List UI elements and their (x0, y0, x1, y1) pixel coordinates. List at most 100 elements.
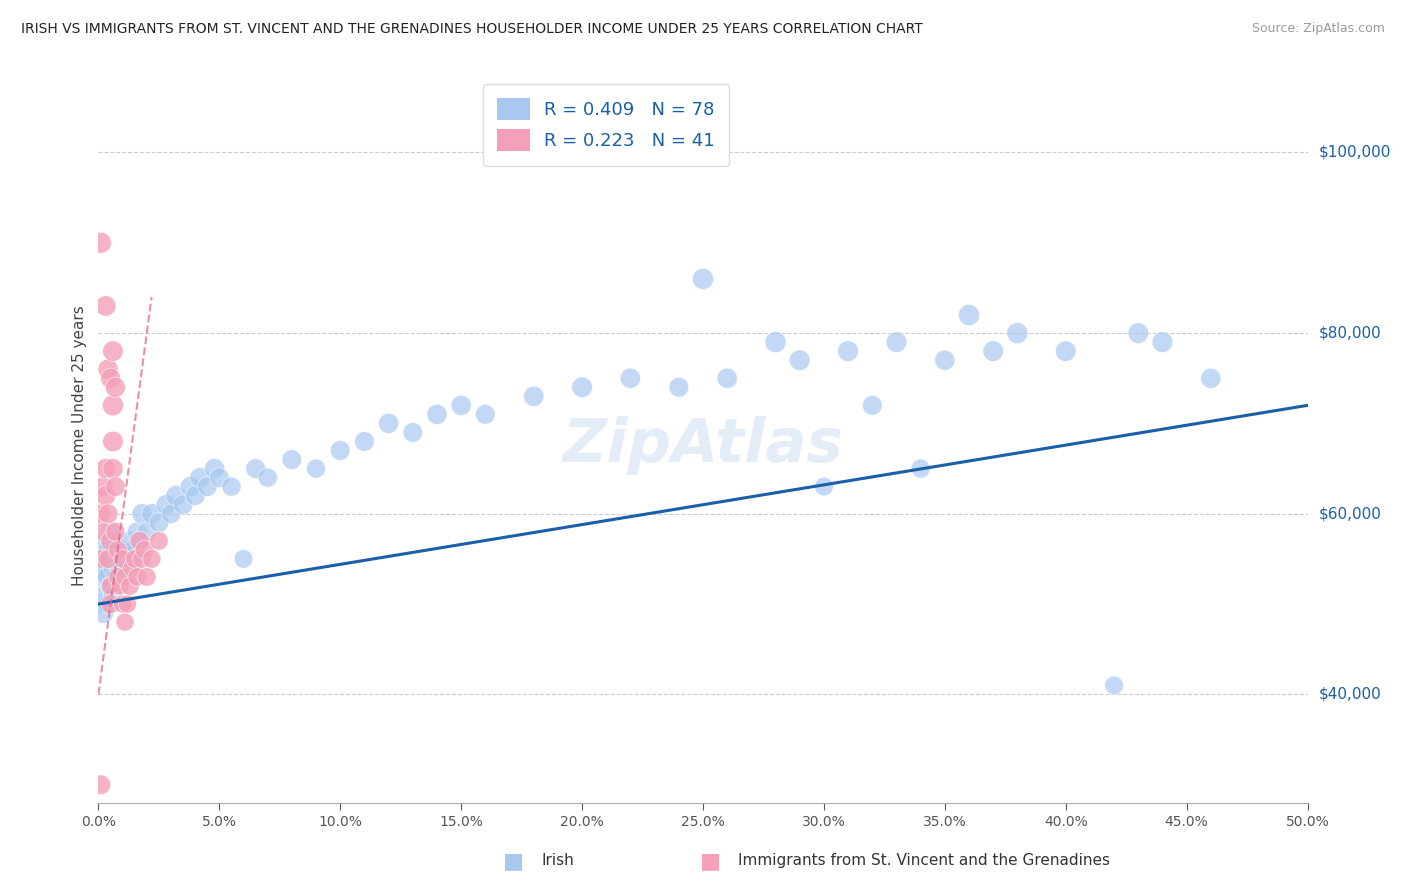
Point (981, 344, 1004, 359)
Point (195, 480, 218, 494)
Text: $80,000: $80,000 (1319, 326, 1382, 341)
Point (108, 561, 131, 575)
Point (131, 507, 153, 521)
Point (100, 597, 122, 611)
Point (141, 507, 163, 521)
Point (124, 552, 146, 566)
Text: IRISH VS IMMIGRANTS FROM ST. VINCENT AND THE GRENADINES HOUSEHOLDER INCOME UNDER: IRISH VS IMMIGRANTS FROM ST. VINCENT AND… (21, 22, 922, 37)
Point (128, 533, 150, 548)
Point (134, 542, 156, 557)
Point (114, 615, 136, 629)
Point (179, 480, 201, 494)
Point (1007, 326, 1029, 340)
Point (114, 570, 136, 584)
Point (305, 461, 328, 475)
Text: $100,000: $100,000 (1319, 145, 1391, 160)
Point (204, 461, 226, 475)
Point (97, 362, 120, 376)
Point (100, 552, 122, 566)
Y-axis label: Householder Income Under 25 years: Householder Income Under 25 years (72, 306, 87, 586)
Point (124, 552, 146, 566)
Point (131, 552, 153, 566)
Point (160, 507, 183, 521)
Point (104, 380, 127, 394)
Point (91, 552, 114, 566)
Point (281, 452, 304, 467)
Text: ZipAtlas: ZipAtlas (562, 417, 844, 475)
Point (90, 552, 112, 566)
Point (117, 561, 139, 575)
Point (256, 470, 278, 484)
Point (104, 570, 127, 584)
Point (108, 579, 131, 593)
Point (127, 524, 149, 539)
Point (94, 299, 117, 313)
Point (789, 353, 811, 368)
Point (668, 380, 690, 394)
Point (886, 335, 908, 350)
Point (127, 570, 149, 584)
Point (111, 570, 134, 584)
Point (107, 570, 129, 584)
Point (402, 425, 425, 440)
Point (101, 434, 124, 449)
Point (329, 443, 352, 458)
Point (90, 235, 112, 250)
Text: $60,000: $60,000 (1319, 507, 1382, 521)
Point (118, 533, 141, 548)
Point (426, 408, 449, 422)
Point (107, 552, 129, 566)
Point (148, 533, 170, 548)
Point (934, 353, 956, 368)
Point (90, 507, 112, 521)
Point (100, 533, 122, 548)
Point (450, 398, 472, 412)
Text: Irish: Irish (541, 854, 574, 868)
Point (155, 498, 177, 512)
Point (1054, 344, 1077, 359)
Point (165, 489, 187, 503)
Point (97, 570, 120, 584)
Point (91, 480, 114, 494)
Point (957, 308, 980, 322)
Point (107, 579, 129, 593)
Point (910, 461, 932, 475)
Point (101, 561, 124, 575)
Point (97, 552, 120, 566)
Point (837, 344, 859, 359)
Point (104, 524, 127, 539)
Point (221, 480, 243, 494)
Point (101, 344, 124, 359)
Point (111, 552, 134, 566)
Point (118, 579, 141, 593)
Point (128, 533, 150, 548)
Point (104, 480, 127, 494)
Point (121, 542, 143, 557)
Point (100, 524, 122, 539)
Point (619, 371, 641, 385)
Point (100, 579, 122, 593)
Text: Source: ZipAtlas.com: Source: ZipAtlas.com (1251, 22, 1385, 36)
Point (377, 417, 399, 431)
Point (148, 516, 170, 530)
Point (141, 552, 163, 566)
Point (90, 570, 112, 584)
Point (94, 561, 117, 575)
Point (692, 272, 714, 286)
Point (90, 778, 112, 792)
Point (94, 588, 117, 602)
Point (91, 524, 114, 539)
Point (101, 398, 124, 412)
Point (90, 597, 112, 611)
Point (94, 533, 117, 548)
Point (571, 380, 593, 394)
Point (100, 579, 122, 593)
Point (232, 552, 254, 566)
Point (135, 570, 157, 584)
Point (94, 461, 117, 475)
Point (813, 480, 835, 494)
Point (188, 470, 211, 484)
Point (111, 597, 134, 611)
Point (97, 542, 120, 557)
Legend: R = 0.409   N = 78, R = 0.223   N = 41: R = 0.409 N = 78, R = 0.223 N = 41 (484, 84, 730, 166)
